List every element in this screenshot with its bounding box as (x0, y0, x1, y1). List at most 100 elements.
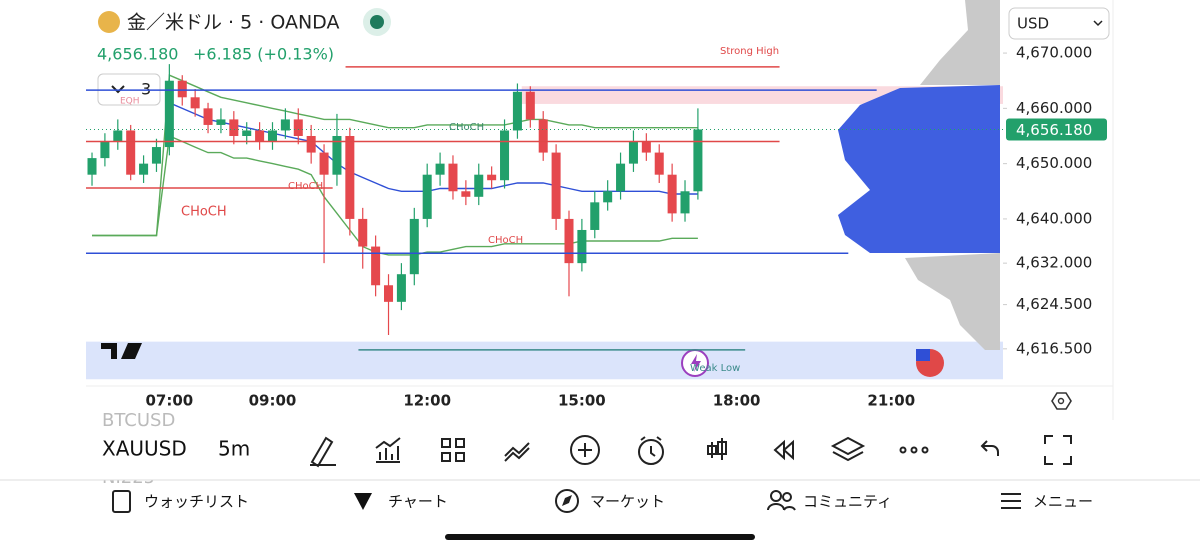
candle-body (590, 202, 600, 230)
candle-body (448, 163, 458, 192)
active-symbol[interactable]: XAUUSD (102, 437, 187, 461)
nav-item[interactable]: マーケット (590, 493, 665, 511)
candle-body (113, 130, 123, 142)
candle-body (306, 135, 316, 153)
candle-body (603, 191, 613, 203)
candle-body (151, 147, 161, 164)
add-tool[interactable] (570, 435, 600, 465)
symbol-title[interactable]: 金／米ドル · 5 · OANDA (127, 12, 339, 34)
nav-icon (354, 493, 372, 510)
nav-item[interactable]: コミュニティ (803, 493, 892, 511)
annotation: CHoCH (488, 235, 523, 246)
level-label: Strong High (720, 46, 779, 57)
level-label: Weak Low (690, 363, 740, 374)
candle-body (512, 91, 522, 131)
candle-body (487, 174, 497, 181)
y-tick-label: 4,660.000 (1016, 99, 1092, 117)
compass-needle (562, 495, 572, 506)
chart-icons (86, 0, 1114, 420)
symbol-icon (98, 11, 120, 33)
zone (86, 341, 1003, 380)
alert-tool[interactable] (638, 439, 664, 465)
compare-tool[interactable] (504, 442, 530, 462)
candle-body (500, 130, 510, 181)
toolbar-mask (86, 468, 286, 480)
currency-select[interactable] (1008, 7, 1110, 40)
candle-body (87, 158, 97, 175)
candle-body (319, 152, 329, 175)
candle-body (551, 152, 561, 219)
candle-body (538, 119, 548, 153)
indicators-tool[interactable] (375, 437, 401, 463)
undo-tool[interactable] (980, 440, 999, 456)
nav-item[interactable]: チャート (388, 493, 448, 511)
candle-body (693, 129, 703, 192)
bolt (691, 354, 701, 372)
last-price: 4,656.180 (97, 45, 178, 64)
settings-icon[interactable] (1051, 392, 1072, 410)
y-tick-label: 4,632.000 (1016, 254, 1092, 272)
templates-tool[interactable] (441, 438, 465, 462)
nav-icon (770, 490, 782, 502)
candle-body (577, 229, 587, 264)
nav-item[interactable]: メニュー (1033, 493, 1093, 511)
candle-body (396, 274, 406, 302)
home-indicator (445, 534, 755, 540)
nav-icon (782, 492, 792, 502)
fullscreen-tool[interactable] (1044, 435, 1072, 465)
interval[interactable]: 5m (218, 437, 250, 461)
current-price-tag (1006, 118, 1107, 141)
flag-canton (916, 349, 930, 361)
overlay-line (92, 74, 698, 237)
candle-body (126, 130, 136, 175)
x-tick-label: 12:00 (403, 392, 451, 410)
candle-body (667, 174, 677, 214)
candle-body (293, 119, 303, 136)
candle-body (641, 141, 651, 153)
candle-body (358, 218, 368, 247)
candle-body (242, 130, 252, 136)
chart-type-tool[interactable] (707, 438, 727, 460)
candle-body (525, 91, 535, 120)
candle-body (190, 97, 200, 109)
candle-body (177, 80, 187, 98)
symbol-tab[interactable]: BTCUSD (102, 410, 175, 431)
nav-icon (1001, 493, 1021, 509)
status-dot (370, 15, 384, 29)
currency: USD (1017, 15, 1049, 33)
candle-body (280, 119, 290, 131)
bottom-nav: ウォッチリスト チャート マーケット コミュニティ メニュー (112, 489, 1093, 540)
y-tick-label: 4,624.500 (1016, 295, 1092, 313)
candle-body (100, 141, 110, 159)
x-tick-label: 09:00 (249, 392, 297, 410)
candle-body (164, 80, 174, 148)
candle-body (680, 191, 690, 214)
candle-body (216, 119, 226, 125)
candle-body (332, 135, 342, 175)
candle-body (461, 191, 471, 197)
candle-body (616, 163, 626, 192)
draw-tool[interactable] (310, 436, 336, 468)
toolbar-mask (86, 432, 286, 468)
candle-body (628, 141, 638, 164)
nav-item[interactable]: ウォッチリスト (144, 493, 249, 511)
header: 金／米ドル · 5 · OANDA 4,656.180 +6.185 (+0.1… (97, 7, 1110, 106)
candle-body (474, 174, 484, 197)
settings-dot (1057, 397, 1065, 405)
add-plus (578, 443, 592, 457)
candle-body (422, 174, 432, 219)
layers-tool[interactable] (830, 436, 866, 462)
candle-body (384, 285, 394, 302)
replay-tool[interactable] (773, 439, 794, 461)
candle-body (203, 108, 213, 125)
x-tick-label: 07:00 (145, 392, 193, 410)
nav-icon (112, 490, 131, 513)
current-price-label: 4,656.180 (1016, 121, 1092, 139)
annotation: EQH (120, 97, 140, 107)
dropdown-icon (1093, 20, 1103, 27)
candle-body (255, 130, 265, 142)
annotation: CHoCH (181, 205, 227, 220)
candle-body (435, 163, 445, 175)
